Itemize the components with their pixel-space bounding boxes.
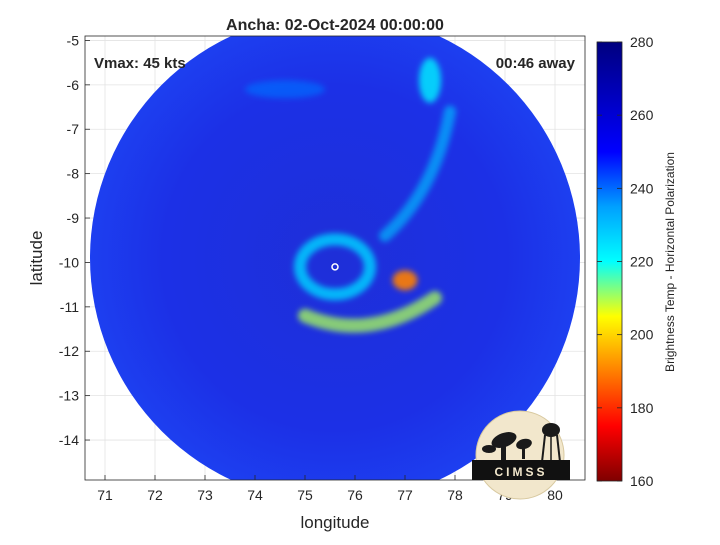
chart-title: Ancha: 02-Oct-2024 00:00:00 xyxy=(226,17,444,34)
microwave-swath xyxy=(90,36,580,480)
convective-features xyxy=(245,57,456,333)
feature-cells-north xyxy=(245,80,325,99)
x-tick-label: 74 xyxy=(247,487,263,503)
y-tick-label: -10 xyxy=(59,254,79,270)
colorbar-tick-label: 260 xyxy=(630,107,654,123)
x-tick-label: 75 xyxy=(297,487,313,503)
feature-band-south xyxy=(298,290,442,333)
feature-band-northeast xyxy=(379,105,456,242)
feature-eyewall-ring xyxy=(294,233,376,301)
x-tick-label: 76 xyxy=(347,487,363,503)
time-away-annotation: 00:46 away xyxy=(496,55,576,72)
y-tick-label: -7 xyxy=(67,121,80,137)
satellite-dish-icon xyxy=(482,432,532,460)
storm-center-marker xyxy=(331,263,339,271)
x-tick-label: 71 xyxy=(97,487,113,503)
x-tick-label: 73 xyxy=(197,487,213,503)
feature-convection-east xyxy=(392,270,418,291)
x-tick-label: 80 xyxy=(547,487,563,503)
colorbar-tick-label: 160 xyxy=(630,473,654,489)
y-tick-label: -5 xyxy=(67,32,80,48)
colorbar-tick-label: 280 xyxy=(630,34,654,50)
y-tick-label: -8 xyxy=(67,166,80,182)
y-tick-label: -12 xyxy=(59,343,79,359)
y-tick-label: -9 xyxy=(67,210,80,226)
colorbar-tick-label: 220 xyxy=(630,254,654,270)
y-tick-label: -14 xyxy=(59,432,79,448)
x-axis-ticks: 71727374757677787980 xyxy=(97,475,563,503)
colorbar-label: Brightness Temp - Horizontal Polarizatio… xyxy=(663,152,677,372)
x-tick-label: 78 xyxy=(447,487,463,503)
colorbar-tick-label: 200 xyxy=(630,327,654,343)
y-tick-label: -11 xyxy=(60,299,79,315)
x-axis-label: longitude xyxy=(300,513,369,532)
y-axis-ticks: -5 -6 -7 -8 -9 -10 -11 -12 -13 -14 xyxy=(59,32,90,448)
logo-text: CIMSS xyxy=(494,465,547,479)
y-axis-label: latitude xyxy=(27,231,46,286)
water-tower-icon xyxy=(541,423,561,463)
y-tick-label: -13 xyxy=(59,388,79,404)
y-tick-label: -6 xyxy=(67,77,80,93)
x-tick-label: 72 xyxy=(147,487,163,503)
colorbar-tick-label: 240 xyxy=(630,180,654,196)
colorbar-ticks: 280 260 240 220 200 180 160 xyxy=(597,34,654,489)
feature-band-north-edge xyxy=(419,57,441,103)
plot-frame xyxy=(84,35,586,481)
vmax-annotation: Vmax: 45 kts xyxy=(94,55,186,72)
colorbar-tick-label: 180 xyxy=(630,400,654,416)
x-tick-label: 77 xyxy=(397,487,413,503)
cimss-logo: CIMSS xyxy=(472,410,570,500)
